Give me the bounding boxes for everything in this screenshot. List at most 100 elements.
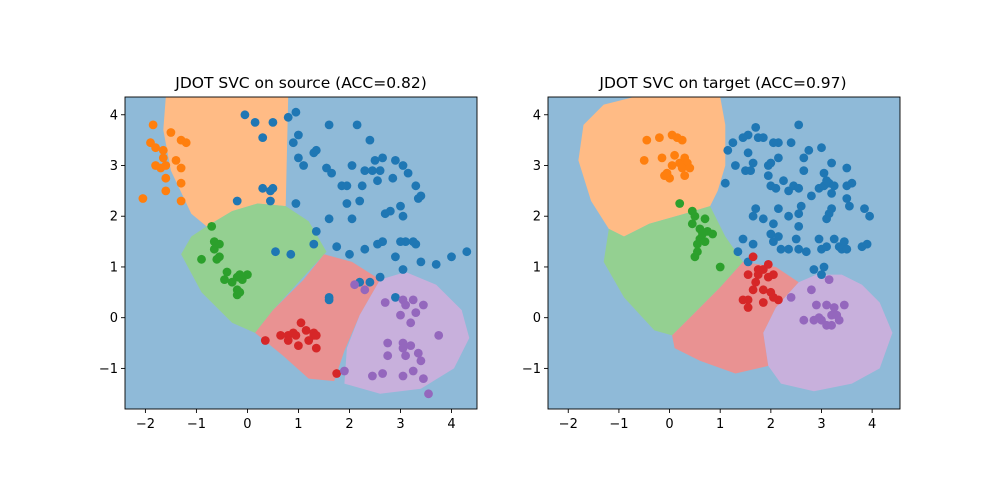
target-axes-frame	[547, 96, 901, 410]
source-point-blue	[373, 239, 382, 249]
source-point-blue	[342, 199, 352, 208]
source-point-blue	[370, 156, 380, 165]
source-point-red	[296, 318, 306, 328]
source-point-blue	[342, 181, 352, 191]
source-point-blue	[411, 181, 421, 191]
source-point-purple	[434, 331, 444, 340]
source-y-tick-label: −1	[99, 362, 118, 377]
target-point-blue	[720, 178, 730, 188]
target-point-blue	[748, 211, 758, 221]
source-point-green	[235, 287, 245, 297]
target-point-purple	[807, 285, 816, 295]
source-x-tick-label: 4	[447, 417, 455, 432]
target-point-purple	[812, 300, 821, 310]
target-point-blue	[751, 204, 761, 214]
target-point-red	[758, 298, 768, 307]
target-point-blue	[738, 133, 748, 143]
source-x-tick-label: 2	[345, 417, 353, 432]
source-plot-area: −2 −1 0 1 2 3 4 −1 0 1 2 3 4	[99, 96, 478, 432]
target-point-orange	[677, 135, 687, 145]
source-point-orange	[138, 194, 148, 203]
target-point-blue	[862, 239, 872, 249]
source-point-blue	[250, 118, 260, 127]
target-point-blue	[807, 191, 816, 201]
target-point-blue	[769, 138, 778, 148]
target-point-blue	[842, 194, 852, 203]
source-point-purple	[401, 351, 410, 361]
source-point-purple	[368, 371, 377, 381]
target-point-blue	[842, 244, 852, 254]
source-point-orange	[161, 186, 171, 196]
source-point-blue	[324, 120, 334, 130]
target-point-blue	[801, 247, 811, 257]
target-y-tick-label: 2	[533, 210, 541, 225]
target-point-blue	[847, 178, 857, 188]
target-point-blue	[822, 176, 831, 186]
target-point-blue	[799, 153, 809, 163]
source-point-blue	[332, 242, 342, 252]
source-point-blue	[345, 249, 354, 259]
source-series-green	[197, 222, 252, 300]
source-point-blue	[347, 161, 357, 170]
target-x-tick-label: 3	[817, 417, 825, 432]
target-decision-regions	[548, 97, 900, 409]
source-panel: JDOT SVC on source (ACC=0.82) −2 −1 0 1 2 3 4−…	[99, 74, 478, 432]
target-point-blue	[829, 181, 839, 191]
target-x-tick-label: −1	[609, 417, 628, 432]
source-region-green	[181, 203, 327, 333]
source-point-blue	[324, 214, 334, 224]
source-point-blue	[258, 183, 268, 193]
target-point-orange	[685, 163, 695, 173]
target-point-blue	[746, 166, 755, 176]
source-point-blue	[396, 201, 405, 211]
source-point-blue	[391, 293, 400, 302]
target-point-blue	[731, 161, 740, 170]
source-point-red	[283, 336, 293, 345]
target-point-blue	[794, 222, 804, 231]
target-point-blue	[766, 229, 776, 239]
source-point-orange	[158, 153, 168, 163]
source-point-purple	[398, 343, 408, 353]
target-point-blue	[814, 234, 824, 244]
target-point-orange	[667, 161, 677, 170]
target-point-green	[700, 237, 710, 247]
source-point-blue	[416, 257, 426, 267]
source-x-tick-label: 3	[396, 417, 404, 432]
source-point-red	[311, 331, 321, 340]
source-point-blue	[352, 120, 362, 130]
source-point-orange	[176, 196, 186, 206]
target-point-orange	[655, 133, 664, 143]
source-point-blue	[391, 252, 400, 262]
source-point-purple	[406, 318, 416, 328]
target-point-blue	[774, 204, 783, 214]
source-point-blue	[396, 237, 405, 247]
target-point-blue	[827, 204, 836, 214]
source-point-purple	[419, 374, 428, 383]
source-point-purple	[406, 341, 416, 350]
source-point-purple	[350, 280, 359, 290]
target-point-orange	[639, 156, 649, 165]
source-series-orange	[138, 120, 191, 206]
target-point-red	[748, 285, 758, 295]
target-point-blue	[728, 138, 738, 148]
source-point-blue	[299, 161, 308, 170]
source-point-blue	[413, 194, 423, 203]
source-region-orange	[163, 97, 289, 227]
target-point-blue	[733, 247, 743, 257]
target-point-blue	[860, 204, 869, 214]
target-point-blue	[784, 244, 793, 254]
target-point-red	[769, 293, 778, 302]
target-point-green	[700, 214, 710, 224]
source-point-blue	[365, 277, 375, 287]
source-point-purple	[360, 285, 370, 295]
source-point-blue	[294, 153, 303, 163]
source-point-blue	[375, 166, 385, 176]
source-region-purple	[344, 272, 470, 394]
source-panel-title: JDOT SVC on source (ACC=0.82)	[174, 74, 427, 92]
source-point-red	[288, 328, 298, 338]
target-point-red	[743, 303, 753, 312]
target-point-blue	[766, 158, 776, 168]
source-point-green	[212, 254, 222, 264]
target-point-blue	[839, 237, 849, 247]
